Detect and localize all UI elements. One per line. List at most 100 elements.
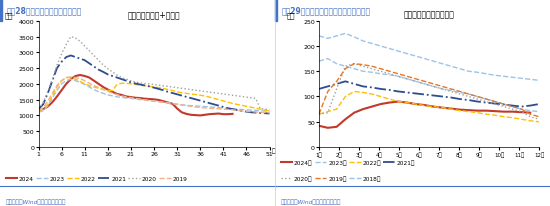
2020年 bbox=[386, 73, 393, 76]
2024 bbox=[95, 83, 102, 86]
2023 bbox=[262, 110, 268, 113]
2023年 bbox=[536, 111, 542, 113]
2022年 bbox=[456, 110, 463, 112]
2024年 bbox=[342, 118, 349, 121]
2018年 bbox=[483, 73, 490, 76]
2024 bbox=[123, 96, 130, 98]
2021年 bbox=[500, 104, 507, 106]
2023年 bbox=[500, 103, 507, 106]
2022 bbox=[114, 84, 120, 86]
2024 bbox=[35, 109, 42, 111]
2022年 bbox=[412, 103, 419, 106]
2022 bbox=[35, 110, 42, 112]
2020 bbox=[91, 55, 97, 57]
2019年 bbox=[386, 71, 393, 73]
2019 bbox=[206, 107, 213, 110]
2024 bbox=[54, 96, 60, 98]
2022年 bbox=[500, 116, 507, 118]
2022年 bbox=[342, 96, 349, 98]
2019年 bbox=[351, 63, 358, 66]
2020年 bbox=[404, 78, 410, 81]
2019年 bbox=[474, 96, 481, 98]
2024 bbox=[114, 93, 120, 96]
2024 bbox=[224, 113, 231, 116]
2019年 bbox=[448, 88, 454, 91]
2021 bbox=[91, 66, 97, 68]
2024 bbox=[211, 113, 217, 116]
2024年 bbox=[404, 102, 410, 104]
2020年 bbox=[536, 118, 542, 121]
2022年 bbox=[395, 101, 402, 103]
2024 bbox=[229, 113, 236, 116]
2019年 bbox=[377, 68, 384, 71]
Line: 2022: 2022 bbox=[39, 78, 270, 111]
2019年 bbox=[518, 108, 525, 111]
2020年 bbox=[430, 86, 437, 88]
2021 bbox=[192, 99, 199, 101]
2019年 bbox=[439, 86, 446, 88]
2018年 bbox=[527, 79, 534, 81]
2019 bbox=[192, 106, 199, 109]
2018年 bbox=[500, 76, 507, 78]
2024 bbox=[160, 101, 167, 103]
2021 bbox=[35, 108, 42, 111]
2022年 bbox=[377, 96, 384, 98]
2024 bbox=[169, 103, 176, 105]
2021年 bbox=[509, 105, 516, 107]
2024年 bbox=[324, 127, 331, 129]
2021 bbox=[68, 55, 74, 57]
2024年 bbox=[430, 106, 437, 108]
2019年 bbox=[368, 66, 375, 68]
2020年 bbox=[500, 106, 507, 108]
Text: 图表29：近半月电解铝库存环比延续回落: 图表29：近半月电解铝库存环比延续回落 bbox=[282, 6, 371, 15]
2018年 bbox=[360, 41, 366, 43]
2018年 bbox=[404, 53, 410, 56]
2024年 bbox=[421, 104, 428, 107]
2023 bbox=[68, 78, 74, 81]
2024 bbox=[197, 115, 204, 117]
2024 bbox=[174, 108, 180, 110]
2023年 bbox=[527, 110, 534, 112]
2024 bbox=[132, 97, 139, 99]
Line: 2024: 2024 bbox=[39, 76, 233, 116]
2023 bbox=[35, 111, 42, 114]
2018年 bbox=[351, 36, 358, 39]
2024年 bbox=[351, 112, 358, 114]
2024 bbox=[151, 99, 157, 101]
2019 bbox=[35, 110, 42, 112]
2018年 bbox=[342, 33, 349, 35]
2024年 bbox=[456, 109, 463, 111]
2024 bbox=[58, 89, 65, 92]
2024 bbox=[45, 106, 51, 108]
2019 bbox=[114, 94, 120, 96]
2020 bbox=[114, 74, 120, 77]
2019年 bbox=[324, 91, 331, 93]
2021年 bbox=[430, 95, 437, 97]
2023 bbox=[114, 96, 120, 99]
2019年 bbox=[465, 93, 472, 96]
2021年 bbox=[465, 99, 472, 102]
2024 bbox=[77, 74, 84, 77]
2023年 bbox=[439, 88, 446, 91]
2024 bbox=[164, 102, 171, 104]
2024年 bbox=[395, 101, 402, 103]
2018年 bbox=[377, 46, 384, 48]
2021年 bbox=[324, 86, 331, 88]
2021 bbox=[266, 113, 273, 115]
2024 bbox=[49, 101, 56, 104]
2024 bbox=[91, 80, 97, 83]
Line: 2020: 2020 bbox=[39, 37, 270, 110]
Line: 2023: 2023 bbox=[39, 80, 270, 113]
2024 bbox=[118, 94, 125, 97]
2023年 bbox=[430, 86, 437, 88]
2024年 bbox=[527, 112, 534, 114]
2020年 bbox=[448, 91, 454, 93]
2021 bbox=[206, 102, 213, 105]
2019年 bbox=[404, 76, 410, 78]
2024 bbox=[146, 98, 153, 101]
2022年 bbox=[404, 102, 410, 104]
Legend: 2024年, 2023年, 2022年, 2021年: 2024年, 2023年, 2022年, 2021年 bbox=[280, 159, 415, 165]
2019年 bbox=[527, 113, 534, 116]
2020年 bbox=[492, 103, 498, 106]
Y-axis label: 万吨: 万吨 bbox=[4, 13, 13, 19]
